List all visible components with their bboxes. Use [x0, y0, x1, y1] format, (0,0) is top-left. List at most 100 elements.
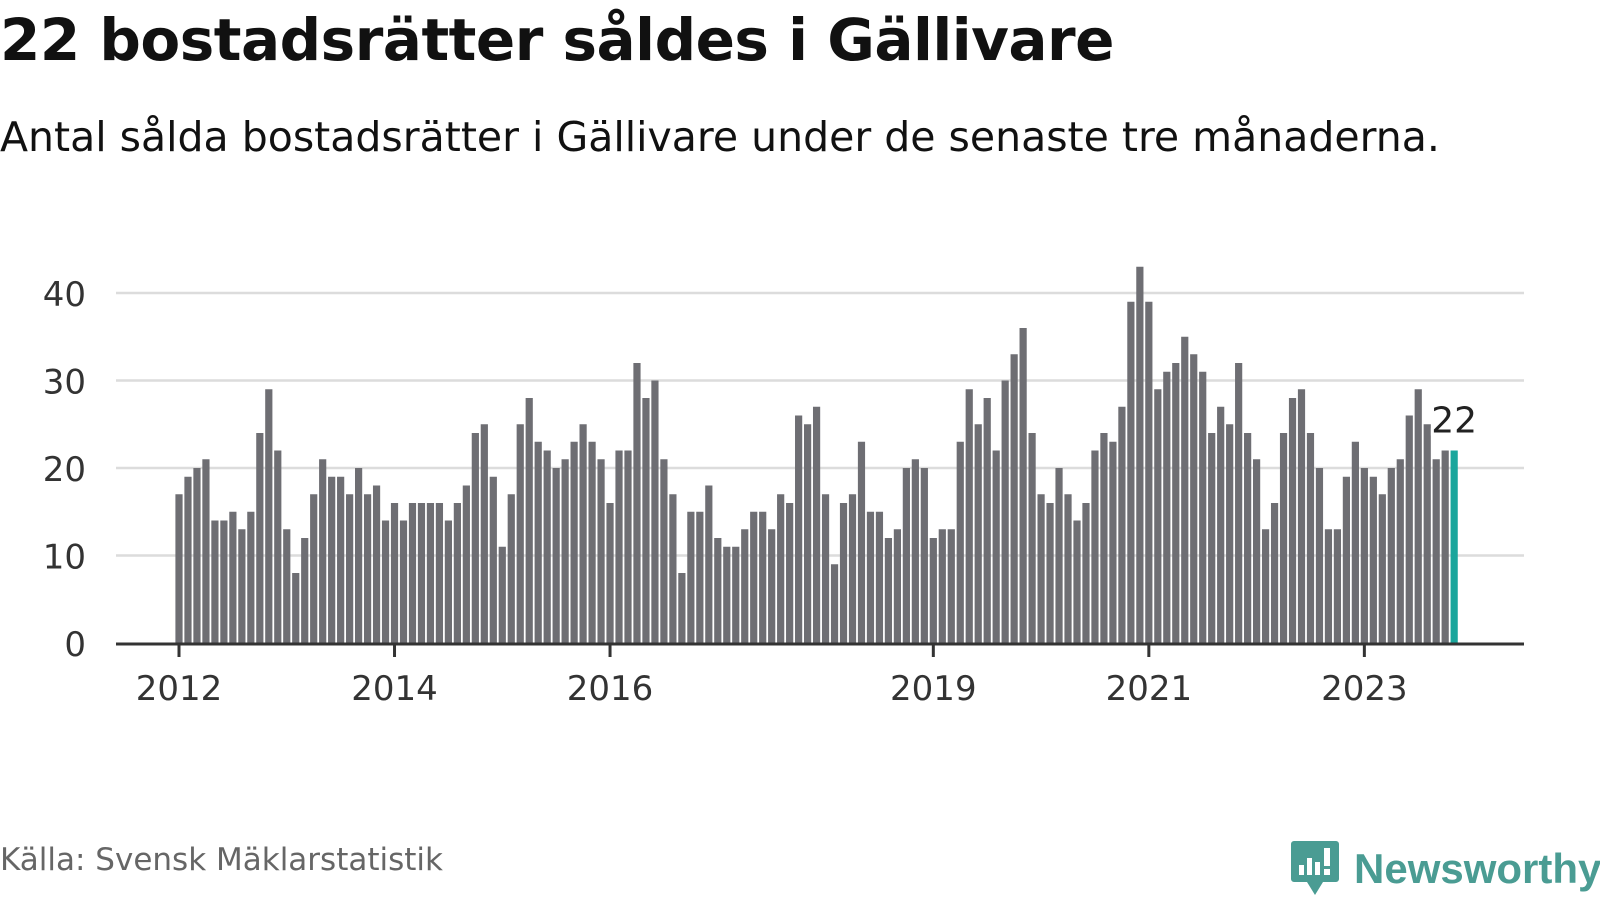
y-tick-label: 30	[43, 363, 86, 403]
bar	[1324, 529, 1333, 643]
bar	[597, 459, 605, 643]
bar	[1028, 433, 1036, 643]
bar	[759, 511, 767, 643]
bar	[1001, 380, 1009, 643]
bar	[723, 546, 731, 643]
y-axis-ticks: 0 10 20 30 40	[43, 275, 86, 665]
y-tick-label: 20	[43, 450, 86, 490]
bar	[417, 503, 426, 643]
bar	[1261, 529, 1270, 643]
bar	[408, 503, 417, 643]
bar	[328, 476, 336, 643]
bar	[471, 433, 479, 643]
bar	[1414, 389, 1422, 643]
bar	[687, 511, 695, 643]
bar	[1378, 494, 1386, 643]
bars	[175, 266, 1458, 643]
bar	[1181, 336, 1189, 643]
bar	[1109, 441, 1117, 643]
bar	[902, 468, 910, 643]
bar	[265, 389, 273, 643]
bar	[938, 529, 946, 643]
x-tick-label: 2016	[567, 669, 654, 709]
bar	[435, 503, 444, 643]
bar	[615, 450, 623, 643]
bar	[1118, 406, 1126, 643]
bar	[1082, 503, 1090, 643]
bar	[247, 511, 255, 643]
x-tick-label: 2014	[351, 669, 438, 709]
bar	[857, 441, 866, 643]
bar	[534, 441, 542, 643]
bar	[1333, 529, 1342, 643]
bar	[1010, 354, 1018, 643]
bar	[1387, 468, 1395, 643]
bar	[372, 485, 381, 643]
bar	[1405, 415, 1413, 643]
bar	[660, 459, 668, 643]
bar	[839, 503, 848, 643]
bar	[866, 511, 875, 643]
bar	[498, 546, 506, 643]
bar	[1154, 389, 1162, 643]
bar	[1019, 328, 1027, 643]
bar	[1037, 494, 1045, 643]
bar	[830, 564, 839, 643]
chart-title: 22 bostadsrätter såldes i Gällivare	[0, 6, 1114, 74]
bar	[399, 520, 408, 643]
newsworthy-logo[interactable]: Newsworthy	[1290, 838, 1600, 900]
bar	[1253, 459, 1261, 643]
bar	[669, 494, 677, 643]
bar	[355, 468, 363, 643]
y-tick-label: 10	[43, 538, 86, 578]
source-note: Källa: Svensk Mäklarstatistik	[0, 842, 443, 878]
bar	[624, 450, 632, 643]
bar	[956, 441, 964, 643]
bar	[516, 424, 524, 643]
x-tick-label: 2019	[890, 669, 977, 709]
bar	[804, 424, 812, 643]
bar	[1351, 441, 1359, 643]
bar	[714, 538, 722, 643]
x-tick-label: 2021	[1106, 669, 1193, 709]
bar	[453, 503, 461, 643]
bar	[363, 494, 372, 643]
bar	[1235, 363, 1243, 643]
bar	[579, 424, 587, 643]
bar	[462, 485, 470, 643]
bar	[1091, 450, 1099, 643]
bar	[1423, 424, 1431, 643]
bar	[301, 538, 309, 643]
bar	[893, 529, 901, 643]
bar	[983, 398, 991, 643]
bar	[732, 546, 740, 643]
bar	[1279, 433, 1288, 643]
bar	[274, 450, 282, 643]
bar	[1360, 468, 1368, 643]
bar	[633, 363, 641, 643]
bar	[678, 573, 686, 643]
bar	[929, 538, 937, 643]
bar	[283, 529, 291, 643]
highlight-value-label: 22	[1431, 401, 1477, 442]
bar	[426, 503, 435, 643]
bar	[1145, 301, 1153, 643]
bar	[606, 503, 614, 643]
bar	[821, 494, 830, 643]
bar	[1432, 459, 1440, 643]
chart-subtitle: Antal sålda bostadsrätter i Gällivare un…	[0, 113, 1440, 161]
bar	[1342, 476, 1350, 643]
bar	[911, 459, 919, 643]
bar	[175, 494, 183, 643]
bar	[947, 529, 955, 643]
bar	[238, 529, 246, 643]
bar	[211, 520, 219, 643]
bar	[1136, 266, 1144, 643]
bar	[777, 494, 785, 643]
newsworthy-logo-text: Newsworthy	[1354, 845, 1600, 892]
bar	[1190, 354, 1198, 643]
bar	[489, 476, 497, 643]
bar	[229, 511, 237, 643]
bar	[1369, 476, 1377, 643]
bar	[1163, 371, 1171, 643]
